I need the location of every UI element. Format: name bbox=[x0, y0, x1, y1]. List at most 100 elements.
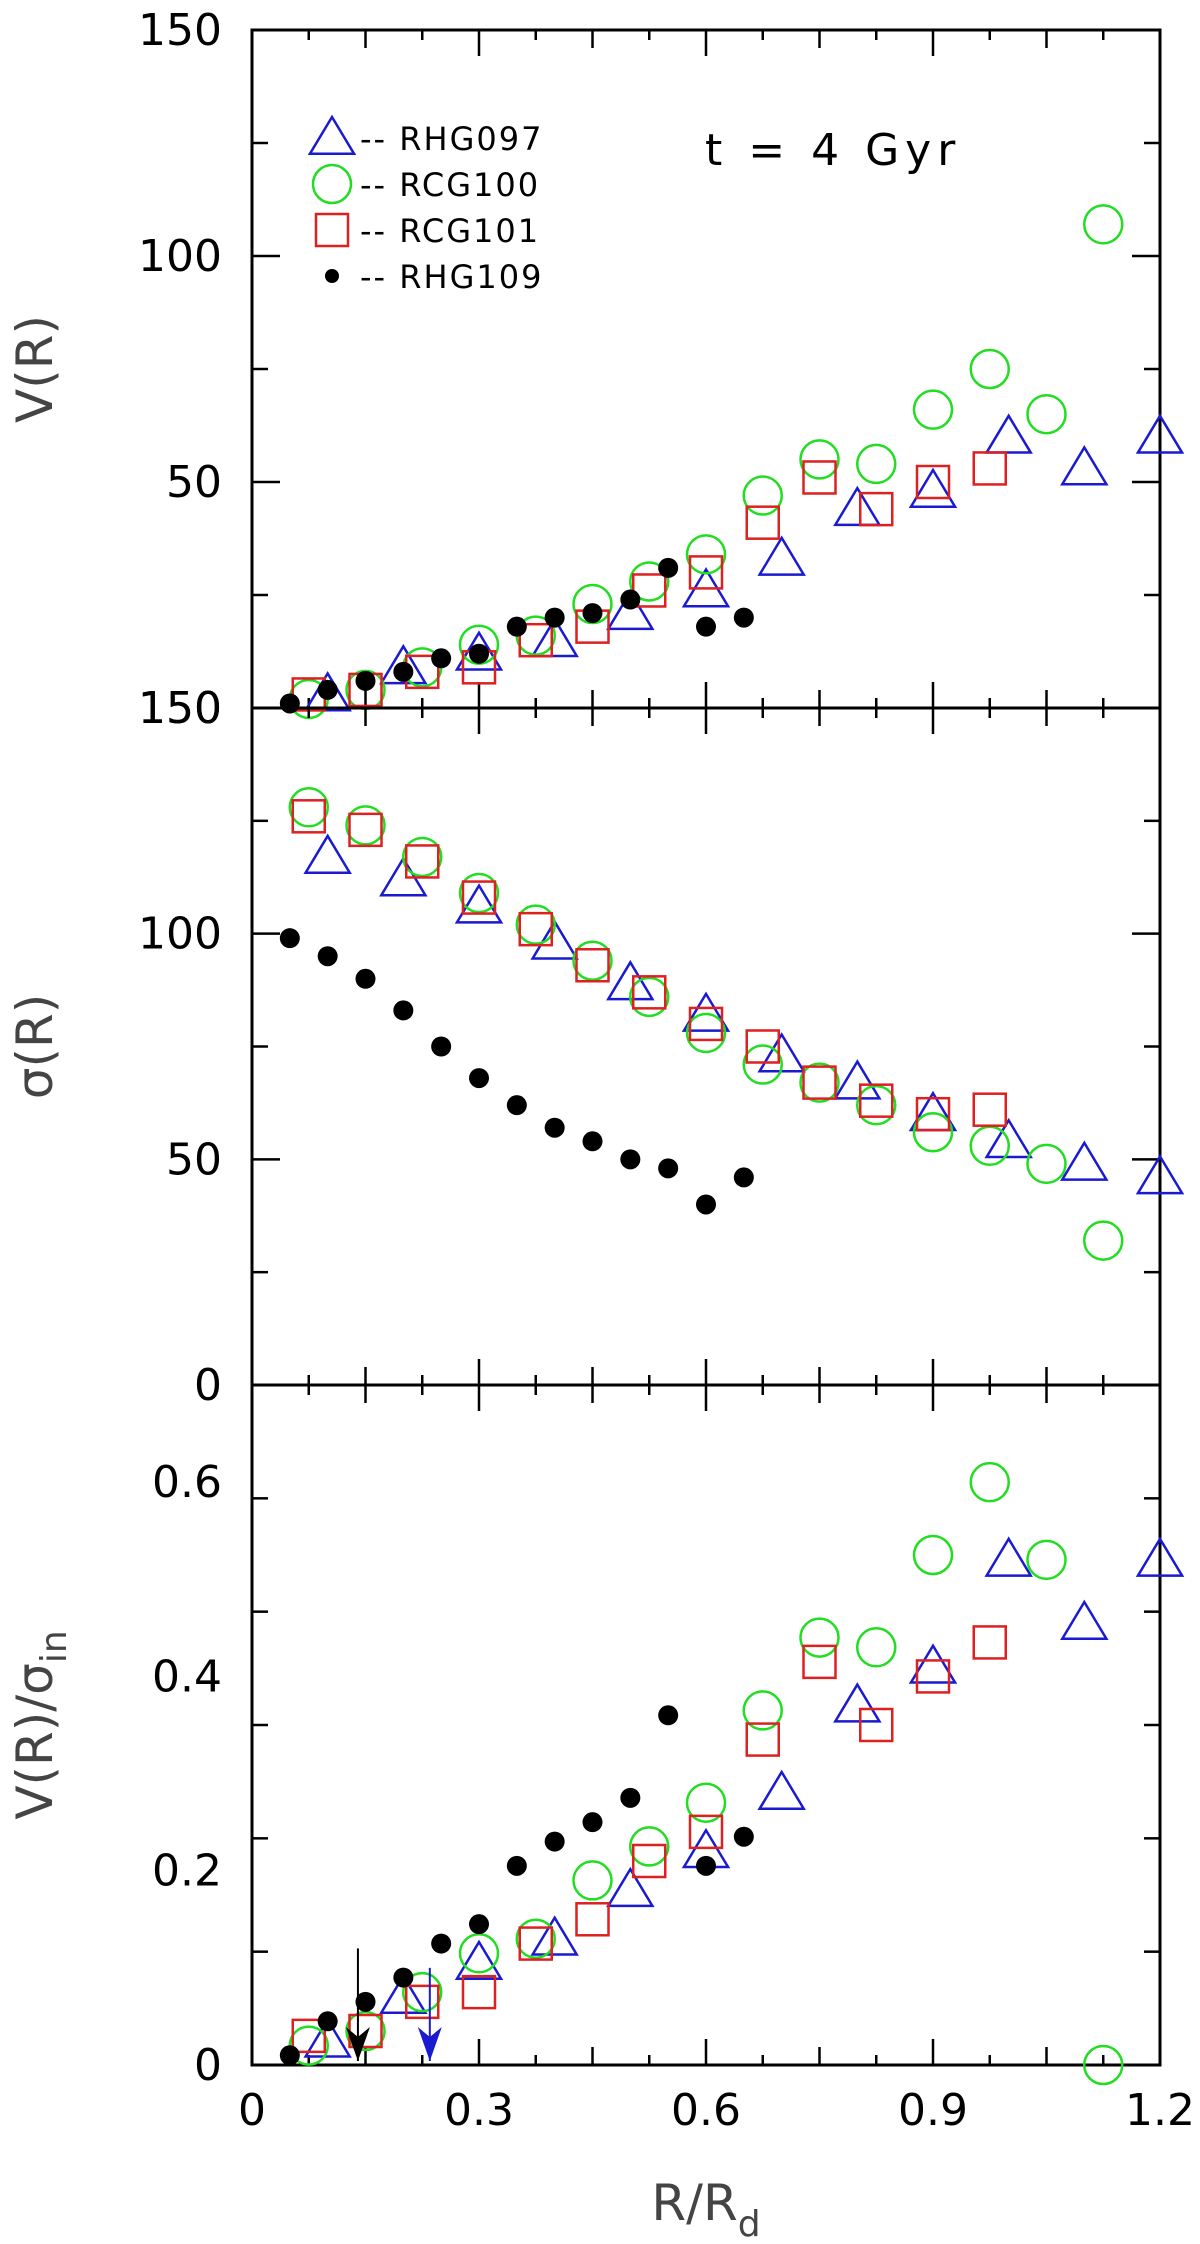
series-rhg109 bbox=[279, 928, 754, 1215]
data-point-rcg101 bbox=[348, 812, 383, 848]
data-point-rhg109 bbox=[393, 1967, 414, 1988]
panel-top-velocity: 150 100 50 150 V(R) t = 4 Gyr bbox=[6, 5, 1185, 734]
data-point-rcg100 bbox=[515, 904, 556, 945]
data-point-rhg097 bbox=[984, 1536, 1033, 1577]
data-point-rcg101 bbox=[972, 451, 1007, 486]
data-point-rcg100 bbox=[1026, 1143, 1067, 1185]
x-tick-label: 0.3 bbox=[444, 2085, 514, 2136]
data-point-rcg101 bbox=[291, 2018, 326, 2054]
legend-marker bbox=[314, 212, 350, 248]
data-point-rhg109 bbox=[620, 589, 641, 610]
x-tick-label: 0.9 bbox=[898, 2085, 968, 2136]
legend-item-2: -- RCG101 bbox=[314, 212, 538, 250]
data-point-rcg101 bbox=[405, 1984, 440, 2020]
data-point-rhg097 bbox=[454, 1939, 504, 1980]
data-point-rhg109 bbox=[431, 1933, 452, 1954]
data-point-rhg109 bbox=[582, 603, 603, 624]
data-point-rcg101 bbox=[915, 1659, 951, 1694]
y-tick-label: 0 bbox=[194, 1360, 222, 1411]
data-point-rcg100 bbox=[742, 475, 783, 516]
series-rhg097 bbox=[303, 1536, 1185, 2058]
data-point-rcg101 bbox=[632, 1843, 667, 1879]
data-point-rcg101 bbox=[745, 1722, 780, 1757]
x-axis-title: R/Rd bbox=[651, 2174, 760, 2244]
data-point-rhg109 bbox=[620, 1149, 641, 1170]
data-point-rhg109 bbox=[317, 946, 338, 967]
data-point-rhg109 bbox=[582, 1131, 603, 1152]
data-point-rcg100 bbox=[969, 1461, 1010, 1503]
y-axis-title: σ(R) bbox=[6, 994, 64, 1099]
data-point-rcg100 bbox=[629, 976, 670, 1018]
data-point-rcg101 bbox=[915, 1096, 951, 1132]
data-point-rhg097 bbox=[379, 643, 428, 685]
data-point-rcg101 bbox=[915, 464, 951, 500]
data-point-rhg109 bbox=[469, 1068, 489, 1089]
data-point-rhg097 bbox=[303, 671, 352, 712]
data-point-rcg100 bbox=[458, 872, 500, 914]
legend: -- RHG097 -- RCG100 -- RCG101 -- RHG109 bbox=[307, 114, 543, 296]
data-point-rcg100 bbox=[345, 805, 386, 846]
data-point-rhg097 bbox=[1060, 1599, 1109, 1640]
data-point-rcg100 bbox=[572, 1860, 613, 1901]
y-tick-label: 0 bbox=[194, 2040, 222, 2091]
data-point-rcg101 bbox=[518, 1926, 553, 1961]
series-rcg101 bbox=[291, 1625, 1007, 2054]
y-tick-label: 100 bbox=[138, 231, 222, 282]
data-point-rcg101 bbox=[745, 505, 780, 540]
x-tick-label: 0.6 bbox=[671, 2085, 741, 2136]
data-point-rcg100 bbox=[629, 1826, 670, 1867]
data-point-rhg097 bbox=[530, 616, 579, 658]
data-point-rcg100 bbox=[799, 439, 840, 480]
data-point-rcg100 bbox=[1026, 393, 1067, 435]
y-tick-label: 150 bbox=[138, 683, 222, 734]
series-rcg100 bbox=[288, 787, 1124, 1261]
y-axis-title: V(R) bbox=[6, 315, 64, 423]
data-point-rhg109 bbox=[431, 648, 452, 669]
data-point-rhg109 bbox=[696, 616, 716, 637]
data-point-rcg100 bbox=[1083, 1220, 1124, 1261]
legend-label: -- RCG100 bbox=[360, 166, 540, 204]
legend-marker bbox=[307, 114, 357, 155]
data-point-rcg100 bbox=[402, 1971, 443, 2013]
data-point-rhg097 bbox=[1060, 445, 1109, 486]
x-axis-title-main: R/R bbox=[651, 2174, 737, 2232]
data-point-rhg109 bbox=[733, 1167, 754, 1188]
data-point-rhg097 bbox=[833, 485, 882, 527]
data-point-rcg100 bbox=[288, 787, 329, 828]
y-tick-label: 0.4 bbox=[152, 1651, 222, 1702]
plot-frame bbox=[250, 706, 1162, 1387]
y-tick-label: 150 bbox=[138, 5, 222, 56]
legend-marker bbox=[311, 163, 353, 205]
arrow-head bbox=[417, 2027, 442, 2061]
data-point-rcg101 bbox=[688, 555, 724, 590]
data-point-rcg101 bbox=[802, 1065, 837, 1100]
data-point-rhg097 bbox=[303, 2017, 352, 2058]
y-axis-title-main: σ(R) bbox=[6, 994, 64, 1099]
data-point-rhg109 bbox=[431, 1036, 452, 1057]
y-tick-label: 50 bbox=[166, 457, 222, 508]
data-point-rhg109 bbox=[506, 1855, 527, 1876]
x-axis-title-sub: d bbox=[738, 2204, 761, 2244]
data-point-rhg109 bbox=[733, 1826, 754, 1847]
data-point-rcg100 bbox=[685, 1012, 727, 1054]
data-point-rcg100 bbox=[969, 348, 1010, 390]
data-point-rhg097 bbox=[908, 1643, 958, 1684]
data-point-rcg100 bbox=[856, 1627, 897, 1668]
data-point-rcg101 bbox=[688, 1006, 724, 1042]
data-point-rcg100 bbox=[1083, 204, 1124, 245]
legend-marker bbox=[325, 269, 339, 283]
data-point-rcg101 bbox=[802, 460, 837, 495]
plot-frame bbox=[250, 1383, 1162, 2067]
legend-label: -- RHG109 bbox=[360, 258, 543, 296]
y-axis-title: V(R)/σin bbox=[6, 1630, 75, 1819]
data-point-rcg101 bbox=[688, 1814, 724, 1850]
panel-bottom-ratio: 0.6 0.4 0.2 00 0.3 0.6 0.9 1.2 V(R)/σin R/Rd bbox=[6, 1383, 1195, 2244]
data-point-rhg097 bbox=[908, 467, 958, 509]
data-point-rcg101 bbox=[632, 975, 667, 1010]
data-point-rhg109 bbox=[658, 557, 679, 578]
data-point-rhg109 bbox=[658, 1158, 679, 1179]
y-tick-label: 100 bbox=[138, 909, 222, 960]
data-point-rhg097 bbox=[984, 413, 1033, 454]
legend-label: -- RHG097 bbox=[360, 120, 543, 158]
data-point-rcg100 bbox=[856, 443, 897, 485]
